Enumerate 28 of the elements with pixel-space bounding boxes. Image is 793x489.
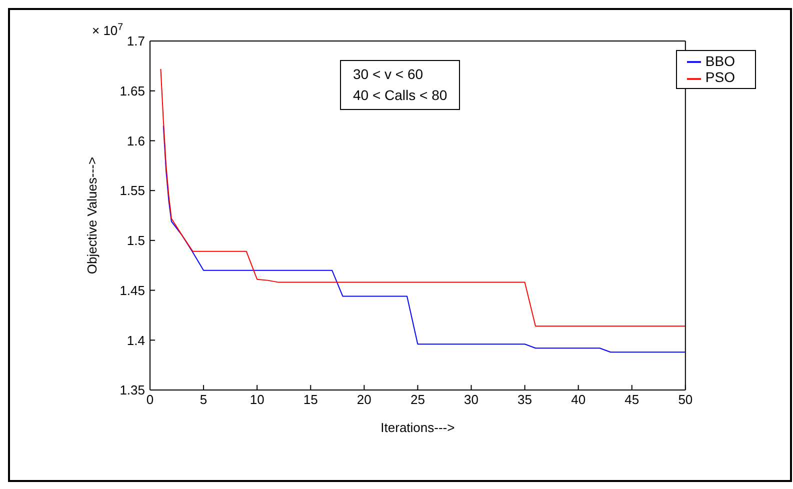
x-tick-label: 15	[303, 392, 318, 408]
y-axis-title: Objective Values--->	[84, 156, 100, 274]
x-tick-label: 50	[678, 392, 693, 408]
annotation: 40 < Calls < 80	[353, 86, 448, 105]
x-tick-label: 40	[571, 392, 586, 408]
x-tick-label: 0	[146, 392, 154, 408]
x-tick-label: 10	[250, 392, 264, 408]
x-tick-label: 25	[410, 392, 425, 408]
y-tick-label: 1.5	[126, 233, 145, 248]
legend-label: BBO	[705, 53, 735, 69]
y-tick-label: 1.4	[126, 332, 145, 348]
line-series	[160, 68, 686, 327]
y-tick-label: 1.65	[120, 83, 145, 98]
y-tick-label: 1.45	[120, 282, 145, 298]
y-tick-label: 1.35	[120, 382, 145, 398]
annotation: 30 < v < 60	[353, 65, 424, 84]
y-tick-label: 1.7	[126, 34, 145, 49]
x-tick-label: 45	[624, 392, 640, 408]
legend-label: PSO	[705, 69, 735, 86]
x-tick-label: 5	[200, 392, 208, 408]
x-tick-label: 35	[518, 392, 532, 408]
y-tick-label: 1.6	[126, 133, 145, 148]
x-axis-title: Iterations--->	[380, 420, 455, 435]
x-tick-label: 20	[356, 392, 372, 408]
text: × 10$^{7}$	[92, 22, 124, 38]
y-tick-label: 1.55	[120, 183, 145, 198]
x-tick-label: 30	[464, 392, 478, 408]
line-series	[162, 125, 686, 353]
